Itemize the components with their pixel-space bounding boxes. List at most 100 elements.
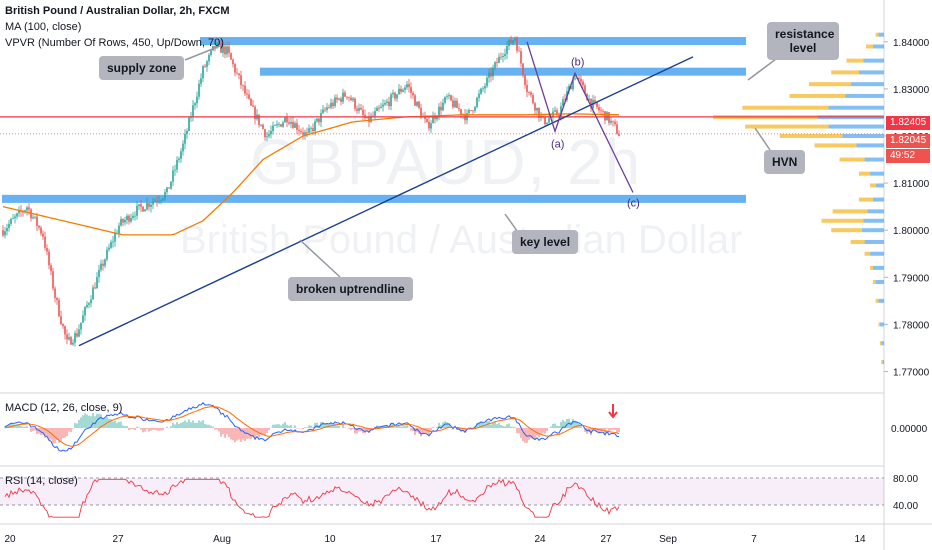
- macd-histogram-bar: [358, 428, 360, 432]
- macd-histogram-bar: [214, 428, 216, 430]
- macd-histogram-bar: [118, 421, 120, 428]
- macd-histogram-bar: [342, 424, 344, 428]
- candle-body: [324, 109, 326, 111]
- macd-histogram-bar: [438, 422, 440, 428]
- candle-body: [288, 122, 290, 124]
- macd-histogram-bar: [546, 428, 548, 432]
- candle-body: [458, 107, 460, 110]
- candle-body: [616, 124, 618, 134]
- candle-body: [206, 61, 208, 67]
- candle-body: [170, 181, 172, 189]
- macd-histogram-bar: [54, 428, 56, 444]
- macd-histogram-bar: [532, 428, 534, 440]
- candle-body: [360, 107, 362, 110]
- candle-body: [128, 215, 130, 222]
- macd-histogram-bar: [188, 419, 190, 428]
- macd-histogram-bar: [410, 428, 412, 431]
- macd-histogram-bar: [100, 414, 102, 428]
- candle-body: [588, 98, 590, 101]
- vp-row-up: [832, 209, 868, 214]
- macd-histogram-bar: [18, 424, 20, 428]
- macd-histogram-bar: [24, 426, 26, 428]
- candle-body: [162, 198, 164, 200]
- pointer-uptrend: [299, 239, 341, 278]
- price-tick-label: 1.80000: [893, 226, 930, 237]
- candle-body: [150, 204, 152, 207]
- candle-body: [554, 110, 556, 112]
- macd-histogram-bar: [114, 420, 116, 428]
- candle-body: [148, 203, 150, 207]
- candle-body: [214, 46, 216, 48]
- macd-histogram-bar: [180, 422, 182, 428]
- candle-body: [58, 300, 60, 317]
- candle-body: [76, 333, 78, 337]
- legend-macd[interactable]: MACD (12, 26, close, 9): [5, 402, 123, 414]
- macd-histogram-bar: [560, 421, 562, 428]
- time-tick-label: 20: [4, 534, 16, 545]
- candle-body: [380, 106, 382, 109]
- price-tick-label: 1.79000: [893, 273, 930, 284]
- vp-row-up: [814, 143, 857, 148]
- candle-body: [506, 45, 508, 54]
- resistance-zone-band: [260, 67, 746, 76]
- macd-histogram-bar: [612, 428, 614, 430]
- legend-ma[interactable]: MA (100, close): [5, 21, 82, 33]
- macd-histogram-bar: [350, 428, 352, 431]
- macd-histogram-bar: [82, 415, 84, 428]
- macd-histogram-bar: [566, 418, 568, 428]
- vp-row-down: [879, 322, 884, 327]
- candle-body: [82, 315, 84, 323]
- candle-body: [338, 98, 340, 100]
- vp-row-down: [845, 93, 884, 98]
- macd-histogram-bar: [126, 425, 128, 428]
- candle-body: [546, 122, 548, 125]
- candle-body: [134, 215, 136, 217]
- legend-vpvr[interactable]: VPVR (Number Of Rows, 450, Up/Down, 70): [5, 37, 224, 49]
- candle-body: [482, 88, 484, 90]
- candle-body: [222, 46, 224, 53]
- candle-body: [244, 85, 246, 94]
- macd-histogram-bar: [236, 428, 238, 441]
- candle-body: [456, 100, 458, 108]
- macd-histogram-bar: [528, 428, 530, 440]
- candle-body: [418, 101, 420, 108]
- macd-histogram-bar: [448, 423, 450, 428]
- candle-body: [520, 51, 522, 64]
- macd-tick-label: 0.00000: [891, 424, 928, 435]
- candle-body: [54, 288, 56, 298]
- macd-histogram-bar: [400, 426, 402, 428]
- candle-body: [486, 77, 488, 87]
- candle-body: [126, 215, 128, 220]
- macd-histogram-bar: [158, 428, 160, 431]
- macd-histogram-bar: [480, 421, 482, 428]
- candle-body: [110, 241, 112, 248]
- candle-body: [290, 121, 292, 124]
- candle-body: [108, 247, 110, 250]
- macd-histogram-bar: [260, 428, 262, 435]
- vp-row-down: [859, 70, 884, 75]
- macd-histogram-bar: [430, 428, 432, 431]
- macd-histogram-bar: [488, 421, 490, 428]
- candle-body: [512, 40, 514, 44]
- vp-row-down: [882, 360, 884, 365]
- time-tick-label: 7: [751, 534, 757, 545]
- macd-histogram-bar: [510, 426, 512, 428]
- macd-histogram-bar: [112, 421, 114, 428]
- candle-body: [420, 107, 422, 118]
- macd-histogram-bar: [128, 428, 130, 430]
- candle-body: [246, 93, 248, 95]
- macd-histogram-bar: [514, 427, 516, 428]
- candle-body: [490, 72, 492, 77]
- macd-histogram-bar: [382, 425, 384, 428]
- watermark-name: British Pound / Australian Dollar: [180, 218, 743, 262]
- macd-histogram-bar: [556, 425, 558, 428]
- macd-histogram-bar: [404, 426, 406, 428]
- volume-profile: [713, 32, 884, 365]
- candle-body: [296, 123, 298, 130]
- legend-rsi[interactable]: RSI (14, close): [5, 475, 78, 487]
- macd-histogram-bar: [248, 428, 250, 439]
- macd-histogram-bar: [176, 422, 178, 428]
- candle-body: [300, 131, 302, 133]
- vp-row-down: [828, 105, 884, 110]
